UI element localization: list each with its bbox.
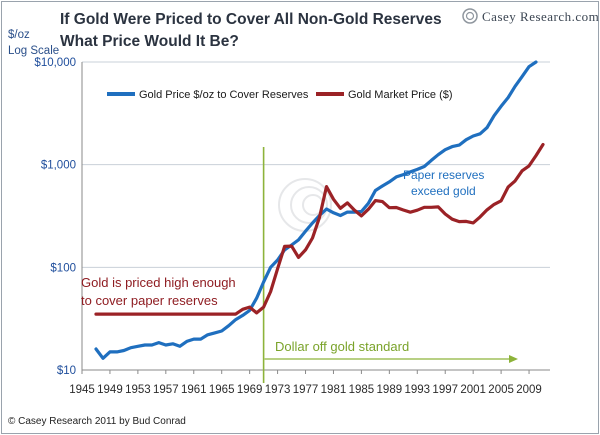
y-tick-label-3: $10,000 [34,57,76,69]
x-tick-label-0: 1945 [69,384,95,396]
gold-standard-marker [262,147,518,383]
annotation-priced-high-line1: Gold is priced high enough [81,275,236,290]
axes [81,62,550,371]
swirl-logo-icon [462,8,478,24]
y-axis-label-line1: $/oz [8,29,30,41]
x-tick-label-15: 2005 [488,384,514,396]
x-tick-label-7: 1973 [265,384,291,396]
y-ticks: $10 $100 $1,000 $10,000 [34,57,76,377]
x-tick-label-10: 1985 [349,384,375,396]
annotation-off-gold-standard: Dollar off gold standard [275,339,409,354]
x-tick-label-4: 1961 [181,384,207,396]
gold-standard-arrowhead [509,355,518,363]
x-tick-label-12: 1993 [404,384,430,396]
x-tick-label-6: 1969 [237,384,263,396]
x-tick-label-3: 1957 [153,384,179,396]
x-tick-label-8: 1977 [293,384,319,396]
x-tick-label-16: 2009 [516,384,542,396]
annotation-priced-high-line2: to cover paper reserves [81,293,218,308]
legend: Gold Price $/oz to Cover Reserves Gold M… [107,89,453,101]
annotation-paper-exceed-line1: Paper reserves [403,168,484,182]
y-axis-label-line2: Log Scale [8,45,59,57]
y-tick-label-0: $10 [57,365,76,377]
legend-label-market-price: Gold Market Price ($) [348,89,453,101]
x-tick-label-11: 1989 [377,384,403,396]
y-tick-label-2: $1,000 [41,160,76,172]
legend-label-cover-reserves: Gold Price $/oz to Cover Reserves [139,89,309,101]
gridlines [82,61,550,268]
series-line-0 [94,60,538,360]
brand-logo: Casey Research.com [462,8,599,24]
x-tick-label-1: 1949 [97,384,123,396]
series [94,60,545,360]
chart-title-line2: What Price Would It Be? [60,33,239,50]
x-tick-label-13: 1997 [432,384,458,396]
series-line-1 [94,142,545,316]
x-ticks: 1945 1949 1953 1957 1961 1965 1969 1973 1977 1981… [69,370,542,396]
x-tick-label-5: 1965 [209,384,235,396]
footer-copyright: © Casey Research 2011 by Bud Conrad [8,416,186,427]
x-tick-label-2: 1953 [125,384,151,396]
y-tick-label-1: $100 [50,262,76,274]
annotation-paper-exceed-line2: exceed gold [411,184,476,198]
x-tick-label-14: 2001 [460,384,486,396]
x-tick-label-9: 1981 [321,384,347,396]
brand-text: Casey Research.com [482,9,599,24]
chart-title-line1: If Gold Were Priced to Cover All Non-Gol… [60,11,442,28]
